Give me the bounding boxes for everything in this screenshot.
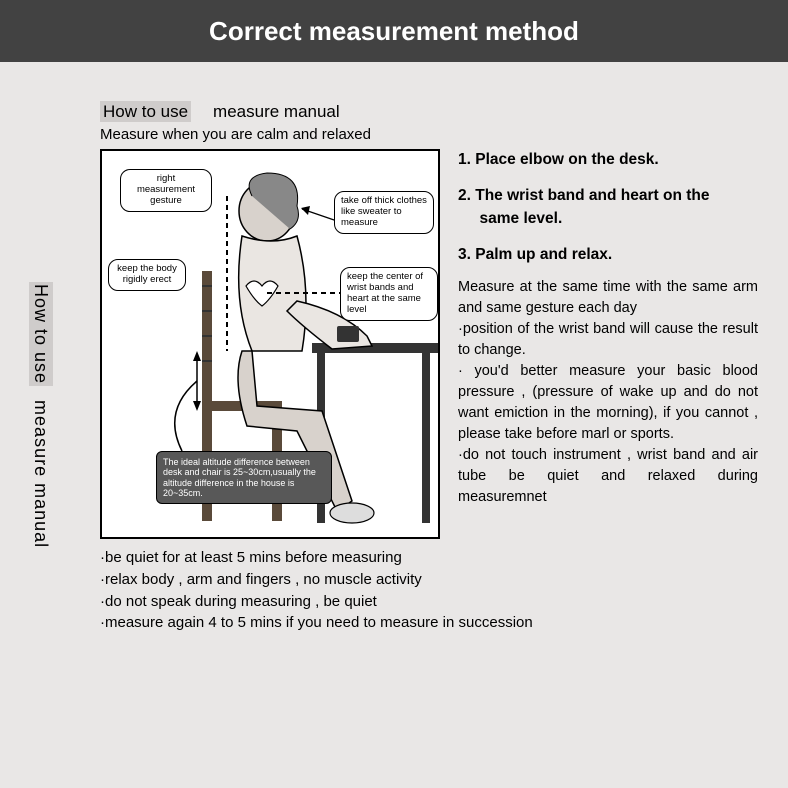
callout-clothes: take off thick clothes like sweater to m… bbox=[334, 191, 434, 234]
step-3: 3. Palm up and relax. bbox=[458, 244, 758, 266]
bottom-list: ·be quiet for at least 5 mins before mea… bbox=[100, 547, 758, 634]
subheader-part1: How to use bbox=[100, 101, 191, 122]
content-area: How to use measure manual How to use measu… bbox=[0, 62, 788, 654]
bottom-item: ·be quiet for at least 5 mins before mea… bbox=[100, 547, 758, 569]
vertical-part1: How to use bbox=[29, 282, 53, 386]
main-row: right measurement gesture take off thick… bbox=[100, 149, 758, 539]
subheader: How to use measure manual bbox=[100, 102, 758, 122]
callout-gesture: right measurement gesture bbox=[120, 169, 212, 212]
callout-altitude: The ideal altitude difference between de… bbox=[156, 451, 332, 504]
callout-heart: keep the center of wrist bands and heart… bbox=[340, 267, 438, 321]
inner-content: How to use measure manual Measure when yo… bbox=[100, 102, 758, 539]
right-column: 1. Place elbow on the desk. 2. The wrist… bbox=[458, 149, 758, 539]
page-title: Correct measurement method bbox=[209, 16, 579, 47]
subheader-part2: measure manual bbox=[213, 102, 340, 121]
bottom-item: ·relax body , arm and fingers , no muscl… bbox=[100, 569, 758, 591]
step-2: 2. The wrist band and heart on the same … bbox=[458, 185, 758, 230]
callout-erect: keep the body rigidly erect bbox=[108, 259, 186, 291]
step-1: 1. Place elbow on the desk. bbox=[458, 149, 758, 171]
bottom-item: ·measure again 4 to 5 mins if you need t… bbox=[100, 612, 758, 634]
header-bar: Correct measurement method bbox=[0, 0, 788, 62]
bottom-item: ·do not speak during measuring , be quie… bbox=[100, 591, 758, 613]
tagline: Measure when you are calm and relaxed bbox=[100, 126, 758, 143]
diagram: right measurement gesture take off thick… bbox=[100, 149, 440, 539]
paragraph: Measure at the same time with the same a… bbox=[458, 277, 758, 508]
vertical-part2: measure manual bbox=[31, 400, 51, 548]
vertical-label: How to use measure manual bbox=[30, 282, 51, 548]
